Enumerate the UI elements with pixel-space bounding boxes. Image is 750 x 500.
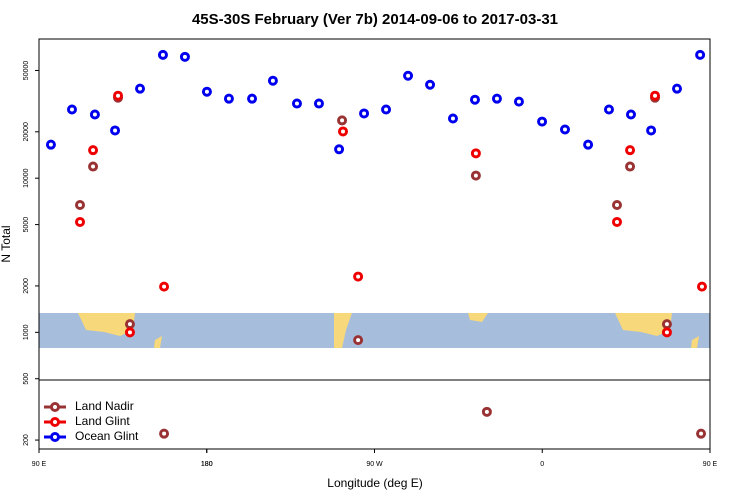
x-tick-label: 90 W — [366, 461, 383, 468]
data-point — [157, 49, 168, 60]
data-point — [247, 93, 258, 104]
data-point — [559, 124, 570, 135]
x-tick-label: 0 — [540, 461, 544, 468]
data-point — [470, 148, 481, 159]
data-point — [611, 216, 622, 227]
y-tick-label: 10000 — [23, 168, 30, 188]
data-point — [611, 200, 622, 211]
legend-label: Ocean Glint — [75, 429, 139, 443]
legend-marker — [50, 432, 60, 442]
y-tick-label: 50000 — [23, 61, 30, 81]
data-point — [159, 281, 170, 292]
legend-marker — [50, 417, 60, 427]
data-point — [661, 327, 672, 338]
data-point — [625, 161, 636, 172]
y-tick-label: 5000 — [23, 217, 30, 233]
data-point — [223, 93, 234, 104]
data-point — [313, 98, 324, 109]
data-point — [403, 70, 414, 81]
chart-title: 45S-30S February (Ver 7b) 2014-09-06 to … — [192, 11, 558, 28]
data-point — [695, 49, 706, 60]
plot-frame — [38, 38, 711, 450]
legend-label: Land Nadir — [75, 399, 134, 413]
data-point — [113, 90, 124, 101]
y-tick-label: 500 — [23, 373, 30, 385]
data-point — [179, 51, 190, 62]
x-tick-label: 90 E — [32, 461, 47, 468]
legend-marker — [50, 402, 60, 412]
data-point — [425, 79, 436, 90]
map-strip — [39, 313, 710, 348]
x-tick-label: 90 E — [703, 461, 718, 468]
data-point — [291, 98, 302, 109]
data-point — [696, 281, 707, 292]
data-point — [45, 139, 56, 150]
y-axis-label: N Total — [0, 225, 13, 262]
data-point — [603, 104, 614, 115]
data-point — [110, 125, 121, 136]
x-tick-label: 180 — [201, 461, 213, 468]
data-point — [267, 75, 278, 86]
data-point — [625, 145, 636, 156]
data-point — [672, 83, 683, 94]
y-tick-label: 20000 — [23, 122, 30, 142]
data-point — [88, 161, 99, 172]
data-point — [75, 200, 86, 211]
data-point — [338, 126, 349, 137]
data-point — [75, 216, 86, 227]
data-point — [381, 104, 392, 115]
data-point — [359, 108, 370, 119]
data-point — [337, 115, 348, 126]
data-point — [491, 93, 502, 104]
data-point — [124, 319, 135, 330]
data-point — [470, 170, 481, 181]
data-point — [353, 271, 364, 282]
data-point — [447, 113, 458, 124]
data-point — [650, 90, 661, 101]
data-point — [201, 86, 212, 97]
data-point — [159, 428, 170, 439]
data-point — [696, 428, 707, 439]
data-point — [353, 335, 364, 346]
legend-label: Land Glint — [75, 414, 130, 428]
x-tick-label: 180 — [201, 461, 213, 468]
data-point — [66, 104, 77, 115]
data-point — [513, 96, 524, 107]
y-tick-label: 200 — [23, 434, 30, 446]
data-point — [583, 139, 594, 150]
data-point — [88, 145, 99, 156]
y-tick-label: 1000 — [23, 324, 30, 340]
data-point — [661, 319, 672, 330]
data-point — [625, 109, 636, 120]
data-point — [537, 116, 548, 127]
data-point — [89, 109, 100, 120]
data-point — [124, 327, 135, 338]
y-tick-label: 2000 — [23, 278, 30, 294]
data-point — [334, 144, 345, 155]
x-axis-label: Longitude (deg E) — [327, 476, 422, 490]
data-point — [646, 125, 657, 136]
data-point — [481, 406, 492, 417]
data-point — [469, 94, 480, 105]
data-point — [135, 83, 146, 94]
